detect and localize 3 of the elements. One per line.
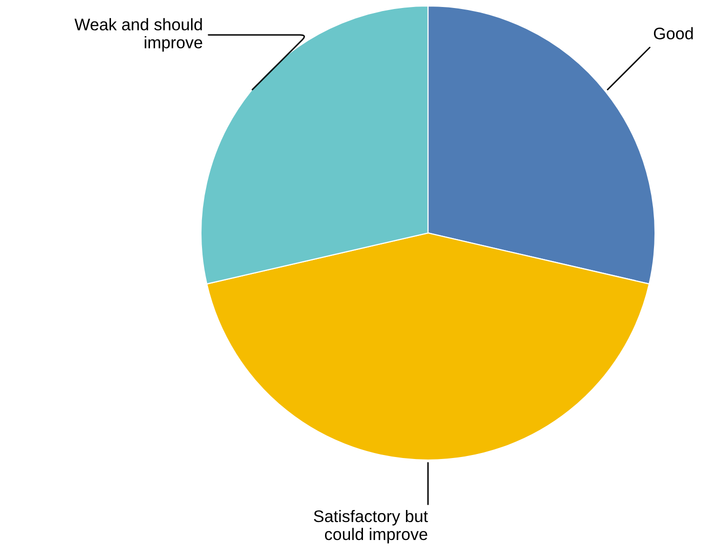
slice-label: Good	[654, 27, 693, 40]
slice-label: Satisfactory but could improve	[314, 510, 428, 544]
slice-label: Weak and should improve	[74, 18, 202, 52]
